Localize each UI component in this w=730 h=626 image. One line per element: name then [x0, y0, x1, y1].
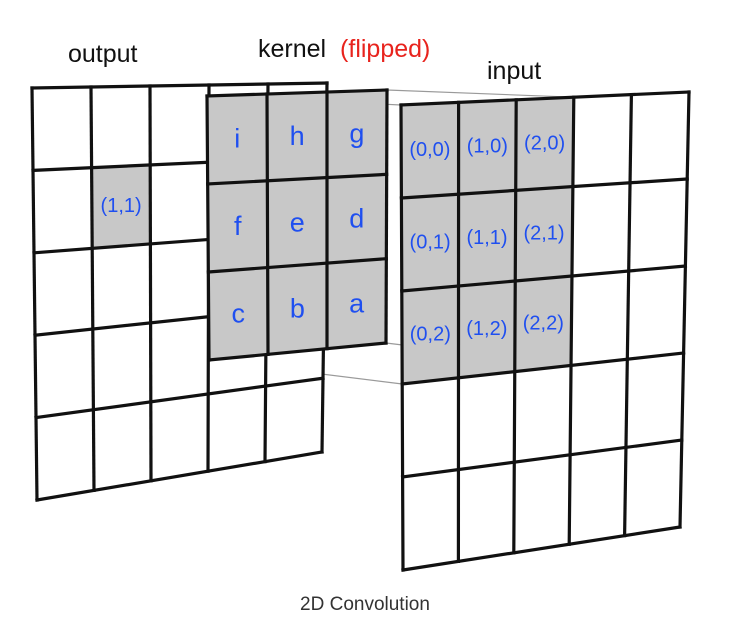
output-shaded-cell: [91, 165, 151, 249]
kernel-cell-label: h: [290, 121, 305, 151]
input-cell-label: (2,0): [524, 133, 565, 155]
input-grid-hline: [399, 177, 689, 200]
output-grid-vline: [30, 86, 39, 502]
input-cell-label: (0,2): [410, 324, 451, 346]
kernel-heading: kernel (flipped): [258, 35, 430, 63]
input-grid-hline: [399, 90, 691, 107]
kernel-grid-hline: [205, 172, 389, 186]
input-cell-label: (2,2): [523, 313, 564, 335]
input-grid-vline: [678, 90, 691, 529]
input-grid-vline: [399, 103, 405, 572]
kernel-cell-label: i: [234, 124, 240, 154]
input-shaded-cell: [401, 286, 459, 384]
input-cell-label: (1,1): [466, 227, 507, 249]
input-shaded-cell: [458, 99, 517, 195]
input-grid-vline: [512, 98, 518, 555]
kernel-cell-label: b: [290, 293, 305, 323]
input-shaded-cell: [515, 97, 574, 191]
input-cell-label: (2,1): [523, 223, 564, 245]
figure-caption: 2D Convolution: [300, 594, 430, 615]
input-grid-vline: [567, 95, 576, 546]
output-grid-hline: [30, 81, 329, 90]
kernel-grid-vline: [384, 88, 389, 345]
output-grid-hline: [35, 450, 324, 502]
input-shaded-cell: [514, 276, 572, 372]
kernel-grid-vline: [205, 94, 211, 362]
output-heading: output: [68, 40, 138, 68]
kernel-cell-label: e: [290, 207, 305, 237]
kernel-grid-vline: [265, 92, 270, 356]
input-cell-label: (0,0): [409, 139, 450, 161]
input-shaded-cell: [401, 194, 459, 291]
kernel-cell-label: g: [349, 119, 364, 149]
output-grid-hline: [34, 376, 325, 420]
input-cell-label: (0,1): [410, 231, 451, 253]
output-grid-vline: [148, 84, 153, 483]
kernel-panel-background: [207, 90, 387, 360]
kernel-grid-hline: [207, 341, 388, 362]
input-grid-hline: [401, 525, 682, 572]
input-grid-hline: [400, 264, 688, 293]
kernel-cell-label: a: [349, 288, 365, 318]
input-shaded-cell: [458, 190, 516, 286]
input-grid-hline: [400, 438, 684, 479]
input-grid-hline: [400, 351, 686, 386]
kernel-grid: i h g f e d c b a: [205, 88, 389, 362]
kernel-cell-label: f: [234, 211, 242, 241]
connector-line: [386, 89, 574, 98]
output-cell-label: (1,1): [101, 195, 142, 217]
kernel-heading-word: kernel: [258, 35, 326, 63]
input-shaded-cell: [458, 281, 516, 378]
input-cell-label: (1,2): [466, 318, 507, 340]
kernel-grid-hline: [206, 256, 389, 274]
input-cell-label: (1,0): [467, 136, 508, 158]
input-shaded-cell: [401, 102, 459, 198]
kernel-flipped-note: (flipped): [340, 35, 430, 63]
kernel-grid-hline: [205, 88, 389, 98]
kernel-cell-label: c: [232, 299, 246, 329]
input-grid: (0,0) (1,0) (2,0) (0,1) (1,1) (2,1) (0,2) (1,2)…: [399, 90, 691, 572]
input-heading: input: [487, 57, 541, 85]
kernel-cell-label: d: [349, 203, 364, 233]
input-grid-vline: [622, 92, 634, 538]
input-shaded-cell: [515, 186, 573, 281]
output-grid-vline: [89, 85, 96, 493]
